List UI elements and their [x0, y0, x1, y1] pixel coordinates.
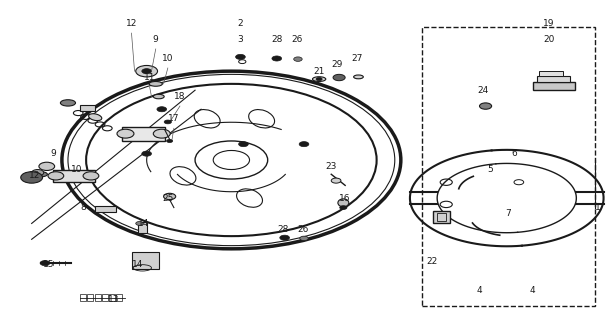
Ellipse shape: [34, 172, 47, 177]
Bar: [116, 294, 122, 301]
Text: 27: 27: [351, 54, 363, 63]
Circle shape: [333, 74, 345, 81]
Circle shape: [164, 120, 171, 124]
Text: 14: 14: [132, 260, 143, 269]
Bar: [122, 127, 165, 141]
Ellipse shape: [60, 100, 75, 106]
Circle shape: [21, 172, 43, 183]
Text: 29: 29: [331, 60, 343, 69]
Circle shape: [480, 103, 492, 109]
Text: 17: 17: [168, 114, 179, 123]
Text: 15: 15: [43, 260, 54, 269]
Text: 12: 12: [126, 19, 137, 28]
Circle shape: [40, 260, 50, 266]
Text: 26: 26: [297, 225, 308, 234]
Text: 9: 9: [153, 35, 159, 44]
Text: 21: 21: [314, 67, 325, 76]
Circle shape: [331, 178, 341, 183]
Text: 19: 19: [544, 19, 555, 28]
Circle shape: [300, 236, 308, 241]
Ellipse shape: [354, 75, 364, 79]
Bar: [433, 211, 450, 223]
Text: 3: 3: [238, 35, 243, 44]
Bar: [80, 294, 86, 301]
Circle shape: [299, 142, 309, 147]
Circle shape: [117, 129, 134, 138]
Bar: [131, 252, 159, 269]
Circle shape: [48, 172, 64, 180]
Bar: [109, 294, 115, 301]
Text: 10: 10: [71, 165, 83, 174]
Text: 13: 13: [108, 295, 119, 304]
Circle shape: [157, 107, 167, 112]
Ellipse shape: [153, 94, 164, 99]
Text: 22: 22: [427, 257, 438, 266]
Circle shape: [39, 162, 55, 171]
Circle shape: [153, 129, 170, 138]
Text: 23: 23: [325, 162, 337, 171]
Circle shape: [294, 57, 302, 61]
Circle shape: [340, 206, 347, 210]
Text: 26: 26: [291, 35, 302, 44]
Text: 6: 6: [512, 149, 517, 158]
Text: 20: 20: [544, 35, 555, 44]
Text: 28: 28: [277, 225, 289, 234]
Text: 10: 10: [162, 54, 173, 63]
Circle shape: [238, 142, 248, 147]
Text: 24: 24: [477, 86, 488, 95]
Circle shape: [316, 77, 322, 81]
Bar: [539, 71, 563, 76]
Bar: [95, 294, 101, 301]
Text: 1: 1: [595, 203, 601, 212]
Bar: [95, 206, 116, 212]
Text: 11: 11: [144, 73, 156, 82]
Bar: [537, 76, 570, 82]
Text: 16: 16: [339, 194, 351, 203]
Text: 14: 14: [138, 219, 150, 228]
Circle shape: [167, 140, 173, 142]
Ellipse shape: [313, 77, 326, 82]
Circle shape: [142, 151, 151, 156]
Bar: [533, 82, 575, 90]
Bar: [102, 294, 108, 301]
Circle shape: [142, 69, 151, 74]
Text: 4: 4: [477, 285, 482, 295]
Text: 18: 18: [174, 92, 185, 101]
Bar: [80, 105, 95, 111]
Bar: [137, 222, 147, 233]
Text: 2: 2: [238, 19, 243, 28]
Text: 25: 25: [162, 194, 173, 203]
Text: 12: 12: [29, 172, 40, 180]
Text: 9: 9: [50, 149, 56, 158]
Circle shape: [32, 170, 44, 176]
Circle shape: [136, 221, 143, 225]
Ellipse shape: [89, 114, 102, 121]
Circle shape: [83, 172, 99, 180]
Bar: [422, 27, 595, 306]
Text: 5: 5: [488, 165, 493, 174]
Text: 8: 8: [80, 203, 86, 212]
Bar: [53, 170, 95, 182]
Circle shape: [280, 235, 289, 240]
Text: 4: 4: [530, 285, 536, 295]
Ellipse shape: [149, 82, 162, 86]
Text: 7: 7: [506, 209, 511, 219]
Circle shape: [164, 193, 176, 200]
Bar: [437, 213, 446, 221]
Ellipse shape: [338, 199, 349, 207]
Bar: [88, 294, 94, 301]
Circle shape: [236, 54, 245, 60]
Text: 28: 28: [271, 35, 283, 44]
Circle shape: [136, 66, 157, 77]
Circle shape: [272, 56, 282, 61]
